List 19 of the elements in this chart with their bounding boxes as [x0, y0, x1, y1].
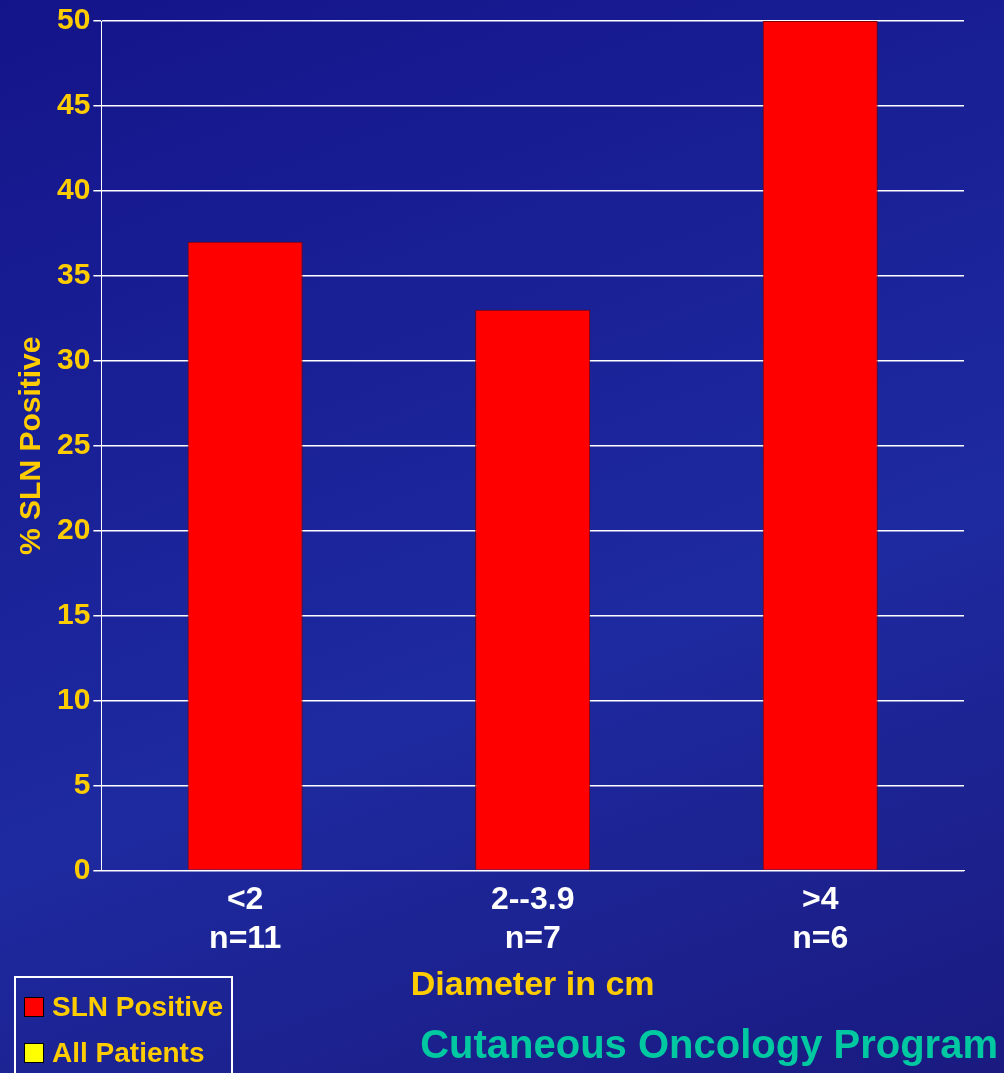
- x-tick-label: <2 n=11: [209, 880, 282, 955]
- x-tick-label: 2--3.9 n=7: [490, 880, 575, 955]
- y-tick-label: 10: [56, 681, 91, 715]
- y-tick-label: 45: [56, 87, 91, 121]
- y-tick-label: 20: [56, 511, 91, 545]
- text: Cutaneous Oncology Program: [420, 1022, 998, 1067]
- y-tick-label: 15: [56, 596, 91, 630]
- y-tick-label: 5: [73, 766, 91, 800]
- legend-label: All Patients: [52, 1036, 205, 1070]
- y-tick-label: 40: [56, 172, 91, 206]
- text: SLN Positive: [52, 990, 224, 1024]
- y-tick-label: 35: [56, 257, 91, 291]
- y-tick-label: 50: [56, 2, 91, 36]
- x-axis-title: Diameter in cm: [410, 963, 655, 1002]
- y-tick-label: 30: [56, 342, 91, 376]
- y-tick-label: 0: [73, 851, 91, 885]
- x-tick-label: >4 n=6: [792, 880, 849, 955]
- y-axis-title: % SLN Positive: [13, 336, 47, 555]
- y-tick-label: 25: [56, 426, 91, 460]
